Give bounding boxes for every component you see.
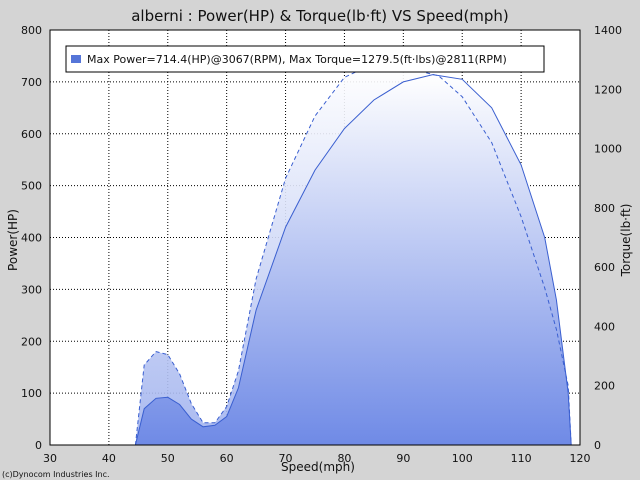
y-left-tick-label: 400 [21, 232, 42, 245]
x-tick-label: 40 [102, 452, 116, 465]
legend-box [65, 45, 545, 73]
x-axis-title: Speed(mph) [281, 460, 355, 474]
y-left-tick-label: 0 [35, 439, 42, 452]
y-left-axis-title: Power(HP) [6, 209, 20, 271]
y-left-tick-label: 800 [21, 24, 42, 37]
legend-text: Max Power=714.4(HP)@3067(RPM), Max Torqu… [87, 53, 507, 66]
x-tick-label: 110 [511, 452, 532, 465]
series-areas [135, 65, 572, 445]
plot-frame [49, 29, 581, 446]
legend: Max Power=714.4(HP)@3067(RPM), Max Torqu… [65, 45, 545, 73]
power-area [135, 74, 572, 445]
y-left-axis-ticks: 0 100 200 300 400 500 600 700 800 [21, 24, 42, 452]
series-lines [134, 65, 572, 446]
power-line [134, 74, 572, 446]
y-right-tick-label: 600 [594, 261, 615, 274]
x-tick-label: 100 [452, 452, 473, 465]
x-axis-ticks: 30 40 50 60 70 80 90 100 110 120 [43, 452, 591, 465]
y-left-tick-label: 200 [21, 335, 42, 348]
y-left-tick-label: 600 [21, 128, 42, 141]
y-right-tick-label: 800 [594, 202, 615, 215]
y-right-tick-label: 1400 [594, 24, 622, 37]
x-tick-label: 30 [43, 452, 57, 465]
y-left-tick-label: 700 [21, 76, 42, 89]
chart-title: alberni : Power(HP) & Torque(lb·ft) VS S… [131, 7, 509, 25]
y-left-tick-label: 100 [21, 387, 42, 400]
x-tick-label: 70 [279, 452, 293, 465]
y-right-tick-label: 200 [594, 380, 615, 393]
credit-text: (c)Dynocom Industries Inc. [2, 470, 110, 479]
x-tick-label: 80 [337, 452, 351, 465]
x-tick-label: 120 [570, 452, 591, 465]
x-tick-label: 50 [161, 452, 175, 465]
x-tick-label: 90 [396, 452, 410, 465]
y-left-tick-label: 300 [21, 283, 42, 296]
y-right-tick-label: 400 [594, 320, 615, 333]
y-right-tick-label: 1000 [594, 143, 622, 156]
x-tick-label: 60 [220, 452, 234, 465]
y-right-axis-title: Torque(lb·ft) [619, 204, 633, 278]
torque-line [134, 65, 572, 446]
y-right-tick-label: 1200 [594, 83, 622, 96]
legend-swatch [71, 55, 81, 63]
y-left-tick-label: 500 [21, 180, 42, 193]
y-right-tick-label: 0 [594, 439, 601, 452]
y-right-axis-ticks: 0 200 400 600 800 1000 1200 1400 [594, 24, 622, 452]
